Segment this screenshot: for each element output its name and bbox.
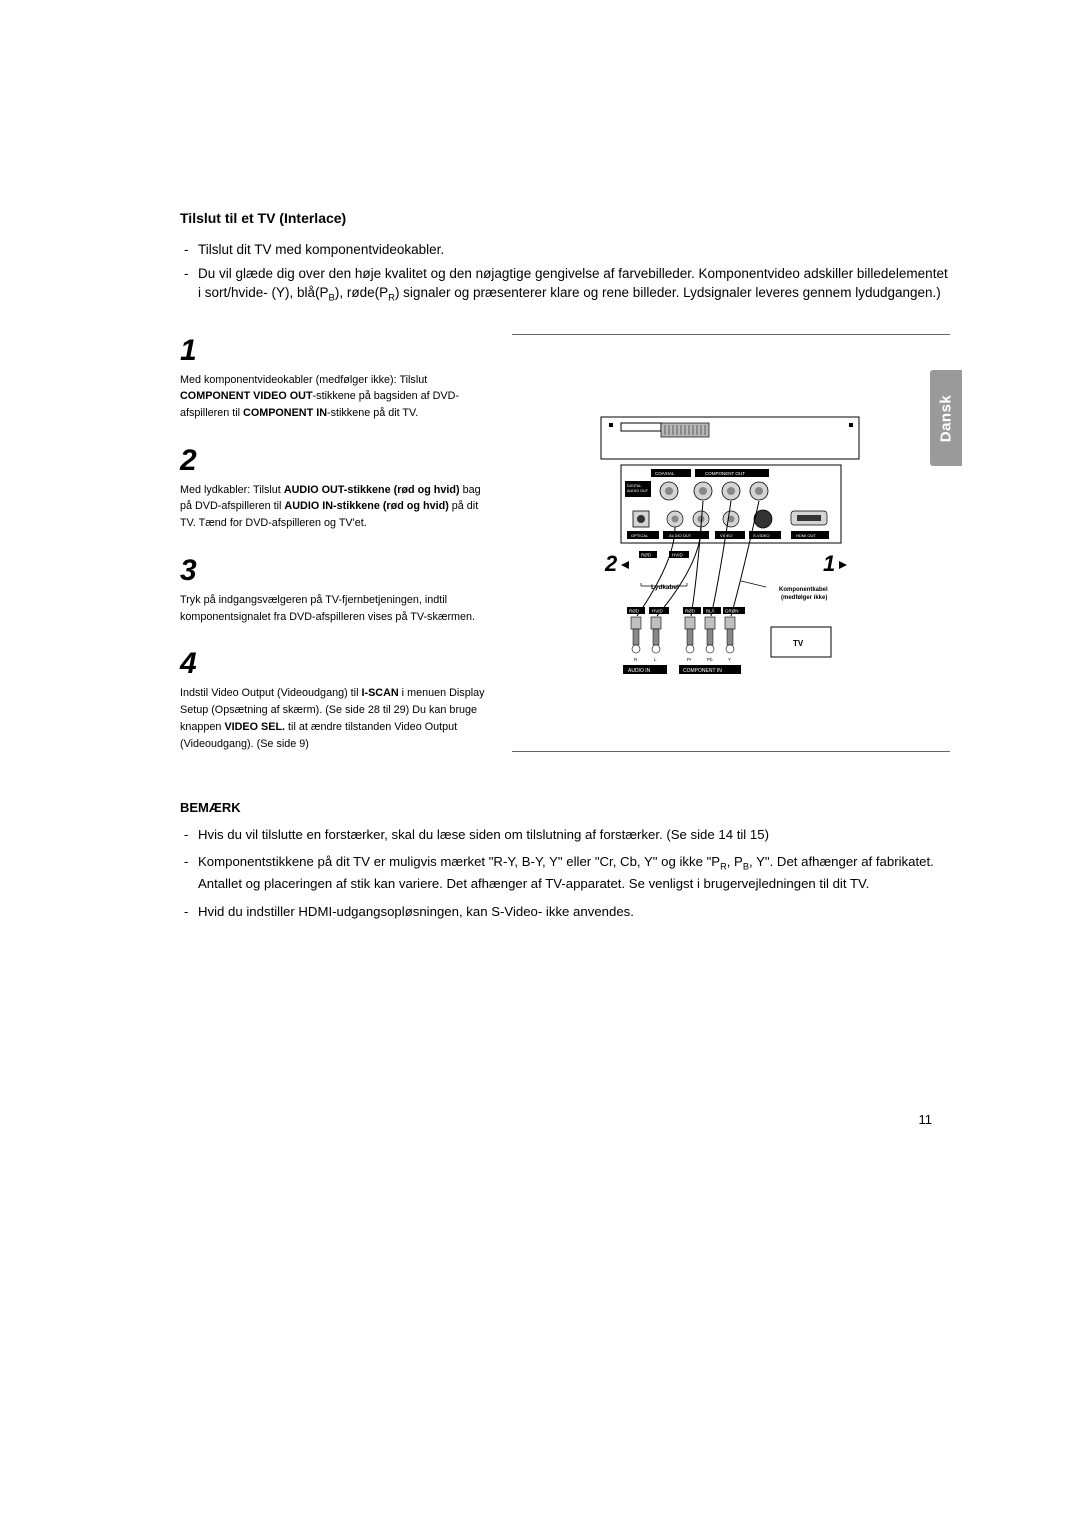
section-title: Tilslut til et TV (Interlace) <box>180 210 950 226</box>
svg-text:R: R <box>634 657 638 662</box>
note-item: Hvid du indstiller HDMI-udgangsopløsning… <box>180 902 950 921</box>
svg-text:COAXIAL: COAXIAL <box>655 471 675 476</box>
svg-text:AUDIO OUT: AUDIO OUT <box>669 533 692 538</box>
step-text: Indstil Video Output (Videoudgang) til I… <box>180 685 490 752</box>
page-content: Tilslut til et TV (Interlace) Tilslut di… <box>180 210 950 929</box>
svg-text:Lydkabel: Lydkabel <box>651 584 679 591</box>
step-text: Tryk på indgangsvælgeren på TV-fjernbetj… <box>180 592 490 625</box>
svg-text:HVID: HVID <box>652 608 664 613</box>
note-item: Komponentstikkene på dit TV er muligvis … <box>180 852 950 893</box>
divider-top <box>512 334 950 335</box>
intro-text: Tilslut dit TV med komponentvideokabler. <box>198 242 444 257</box>
svg-text:1: 1 <box>823 551 835 576</box>
svg-text:DIGITAL: DIGITAL <box>627 484 642 488</box>
step-text: Med komponentvideokabler (medfølger ikke… <box>180 372 490 422</box>
svg-text:RØD: RØD <box>685 608 696 613</box>
intro-item: Tilslut dit TV med komponentvideokabler. <box>180 240 950 260</box>
svg-text:(medfølger ikke): (medfølger ikke) <box>781 595 827 601</box>
svg-text:AUDIO IN: AUDIO IN <box>628 668 651 674</box>
svg-text:Pr: Pr <box>687 657 692 662</box>
step-number: 4 <box>180 647 490 681</box>
svg-text:2: 2 <box>604 551 618 576</box>
step-number: 2 <box>180 444 490 478</box>
svg-text:COMPONENT OUT: COMPONENT OUT <box>705 471 745 476</box>
step-number: 3 <box>180 554 490 588</box>
intro-item: Du vil glæde dig over den høje kvalitet … <box>180 264 950 306</box>
svg-text:RØD: RØD <box>641 552 652 557</box>
note-text: Hvid du indstiller HDMI-udgangsopløsning… <box>198 904 634 919</box>
svg-text:Pb: Pb <box>707 657 713 662</box>
step-text: Med lydkabler: Tilslut AUDIO OUT-stikken… <box>180 482 490 532</box>
svg-text:RØD: RØD <box>629 608 640 613</box>
svg-text:Komponentkabel: Komponentkabel <box>779 587 828 593</box>
page-number: 11 <box>919 1112 933 1127</box>
diagram-column: RØD BLÅ GRØN COAXIAL COMPONENT OUT DIGIT… <box>512 334 950 775</box>
note-item: Hvis du vil tilslutte en forstærker, ska… <box>180 825 950 844</box>
svg-text:GRØN: GRØN <box>725 608 739 613</box>
note-text: Komponentstikkene på dit TV er muligvis … <box>198 854 934 891</box>
svg-text:L: L <box>654 657 657 662</box>
svg-text:OPTICAL: OPTICAL <box>631 533 649 538</box>
svg-text:S-VIDEO: S-VIDEO <box>753 533 769 538</box>
note-text: Hvis du vil tilslutte en forstærker, ska… <box>198 827 769 842</box>
step-number: 1 <box>180 334 490 368</box>
connection-diagram: RØD BLÅ GRØN COAXIAL COMPONENT OUT DIGIT… <box>512 343 950 751</box>
svg-text:AUDIO OUT: AUDIO OUT <box>627 489 649 493</box>
two-column-layout: 1 Med komponentvideokabler (medfølger ik… <box>180 334 950 775</box>
svg-text:COMPONENT IN: COMPONENT IN <box>683 668 722 674</box>
svg-text:HVID: HVID <box>672 552 684 557</box>
intro-list: Tilslut dit TV med komponentvideokabler.… <box>180 240 950 306</box>
svg-text:HDMI OUT: HDMI OUT <box>796 533 816 538</box>
note-list: Hvis du vil tilslutte en forstærker, ska… <box>180 825 950 920</box>
intro-text: Du vil glæde dig over den høje kvalitet … <box>198 266 948 301</box>
divider-bottom <box>512 751 950 752</box>
note-heading: BEMÆRK <box>180 800 950 815</box>
svg-text:Y: Y <box>728 657 731 662</box>
steps-column: 1 Med komponentvideokabler (medfølger ik… <box>180 334 490 775</box>
svg-text:TV: TV <box>793 639 804 648</box>
svg-text:BLÅ: BLÅ <box>706 607 715 613</box>
